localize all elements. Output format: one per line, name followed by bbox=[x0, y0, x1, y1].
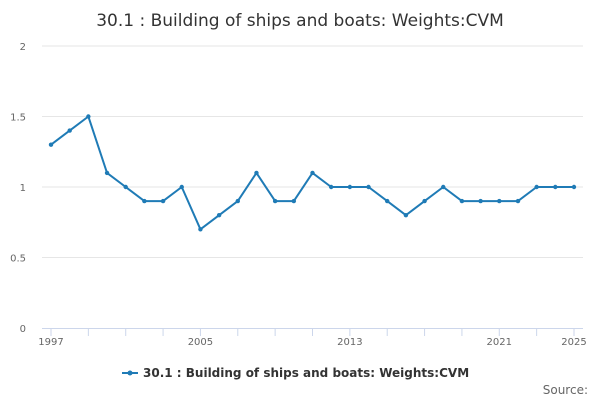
data-point[interactable] bbox=[571, 184, 577, 190]
data-point[interactable] bbox=[441, 184, 446, 190]
data-point[interactable] bbox=[235, 198, 240, 204]
data-point[interactable] bbox=[553, 184, 558, 190]
gridlines bbox=[42, 45, 583, 258]
legend-marker-swatch bbox=[127, 370, 133, 376]
data-point[interactable] bbox=[291, 198, 297, 204]
data-point[interactable] bbox=[328, 184, 334, 190]
source-label[interactable]: Source: bbox=[543, 383, 588, 397]
legend[interactable]: 30.1 : Building of ships and boats: Weig… bbox=[122, 366, 469, 380]
data-point[interactable] bbox=[142, 198, 147, 204]
data-point[interactable] bbox=[48, 142, 54, 147]
data-point[interactable] bbox=[366, 184, 371, 190]
x-tick-label: 2025 bbox=[561, 337, 586, 348]
data-point[interactable] bbox=[403, 213, 409, 218]
y-axis-ticks: 0 0.5 1 1.5 2 bbox=[10, 42, 26, 335]
data-point[interactable] bbox=[272, 198, 278, 204]
y-tick-label: 0 bbox=[20, 324, 26, 335]
x-tick-label: 2013 bbox=[337, 337, 362, 348]
y-tick-label: 1.5 bbox=[10, 113, 26, 124]
legend-label: 30.1 : Building of ships and boats: Weig… bbox=[143, 366, 469, 380]
chart-title: 30.1 : Building of ships and boats: Weig… bbox=[96, 11, 504, 31]
data-point[interactable] bbox=[385, 198, 390, 204]
data-point[interactable] bbox=[216, 213, 222, 218]
data-point[interactable] bbox=[179, 184, 184, 190]
x-axis-ticks: 1997 2005 2013 2021 2025 bbox=[38, 328, 587, 348]
data-point[interactable] bbox=[160, 198, 166, 204]
data-point[interactable] bbox=[534, 184, 539, 190]
x-tick-label: 1997 bbox=[38, 337, 63, 348]
data-point[interactable] bbox=[104, 170, 110, 176]
data-point[interactable] bbox=[515, 198, 521, 204]
x-tick-label: 2021 bbox=[487, 337, 512, 348]
x-tick-label: 2005 bbox=[188, 337, 213, 348]
data-point[interactable] bbox=[459, 198, 465, 204]
y-tick-label: 1 bbox=[20, 183, 26, 194]
data-point[interactable] bbox=[123, 184, 128, 190]
data-point[interactable] bbox=[67, 128, 72, 133]
data-point[interactable] bbox=[347, 184, 353, 190]
data-point[interactable] bbox=[478, 198, 483, 204]
y-tick-label: 2 bbox=[20, 42, 26, 53]
data-point[interactable] bbox=[198, 227, 203, 232]
y-tick-label: 0.5 bbox=[10, 254, 26, 265]
data-point[interactable] bbox=[422, 198, 427, 204]
data-point[interactable] bbox=[254, 170, 259, 176]
data-point[interactable] bbox=[310, 170, 315, 176]
series-layer bbox=[48, 114, 577, 232]
data-point[interactable] bbox=[497, 198, 502, 204]
data-point[interactable] bbox=[86, 114, 91, 119]
